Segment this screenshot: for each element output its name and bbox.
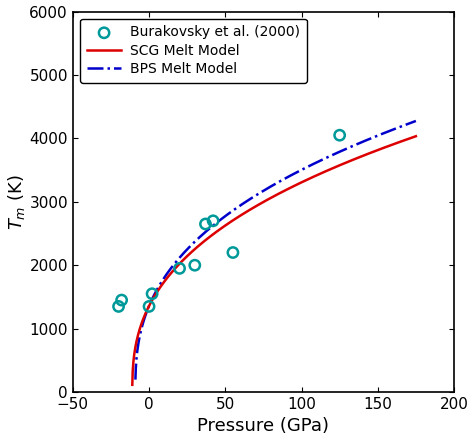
Burakovsky et al. (2000)	[201, 220, 209, 228]
Burakovsky et al. (2000)	[145, 303, 153, 310]
Burakovsky et al. (2000)	[115, 303, 122, 310]
Burakovsky et al. (2000)	[229, 249, 237, 256]
X-axis label: Pressure (GPa): Pressure (GPa)	[197, 418, 329, 435]
BPS Melt Model	[338, 149, 344, 154]
Line: SCG Melt Model: SCG Melt Model	[132, 136, 416, 385]
SCG Melt Model	[371, 149, 376, 154]
SCG Melt Model	[285, 186, 291, 191]
BPS Melt Model	[301, 166, 306, 172]
Burakovsky et al. (2000)	[210, 217, 217, 224]
SCG Melt Model	[413, 134, 419, 139]
Burakovsky et al. (2000)	[191, 262, 199, 269]
Line: BPS Melt Model: BPS Melt Model	[136, 121, 416, 380]
Y-axis label: $T_m$ (K): $T_m$ (K)	[6, 174, 27, 230]
BPS Melt Model	[413, 118, 419, 123]
Burakovsky et al. (2000)	[148, 290, 156, 297]
SCG Melt Model	[302, 178, 308, 183]
SCG Melt Model	[339, 161, 345, 167]
BPS Melt Model	[370, 135, 376, 140]
BPS Melt Model	[283, 175, 289, 180]
BPS Melt Model	[292, 171, 297, 176]
SCG Melt Model	[293, 182, 299, 187]
Burakovsky et al. (2000)	[118, 296, 126, 303]
Burakovsky et al. (2000)	[336, 132, 344, 139]
Legend: Burakovsky et al. (2000), SCG Melt Model, BPS Melt Model: Burakovsky et al. (2000), SCG Melt Model…	[80, 19, 307, 83]
Burakovsky et al. (2000)	[176, 265, 183, 272]
